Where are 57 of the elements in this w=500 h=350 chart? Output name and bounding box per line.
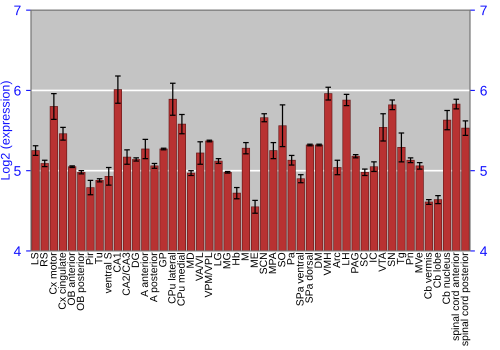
x-tick-label: MVe — [415, 252, 422, 272]
x-tick-label: SPa dorsal — [305, 253, 313, 303]
x-tick-label: SO — [278, 252, 286, 267]
x-tick-label: LG — [214, 253, 222, 266]
x-tick-label: CPu medial — [177, 253, 185, 306]
x-tick-label: OB posterior — [76, 252, 86, 310]
x-tick-label: Hb — [232, 252, 240, 265]
x-tick-label: MD — [186, 252, 194, 268]
x-tick-label: CA1 — [113, 252, 121, 272]
x-tick-label: RS — [40, 252, 48, 266]
x-tick-label: CA2/CA3 — [122, 252, 130, 296]
x-tick-label: IC — [369, 252, 377, 262]
x-tick-label: SCN — [260, 253, 268, 274]
y-tick-label: 5 — [14, 166, 21, 176]
x-tick-label: Cb vermis — [424, 252, 432, 299]
y2-tick-label: 5 — [480, 166, 487, 176]
x-tick-label: VPM/VPL — [204, 252, 212, 298]
x-tick-label: CPu lateral — [168, 253, 176, 304]
x-tick-label: spinal cord anterior — [451, 252, 462, 341]
x-tick-label: GP — [159, 252, 166, 267]
x-tick-label: DG — [132, 253, 139, 268]
y-axis-title: Log2 (expression) — [0, 81, 12, 180]
x-tick-label: Tg — [396, 253, 406, 264]
x-tick-label: ventral S — [104, 252, 112, 294]
y2-tick-label: 4 — [480, 246, 488, 256]
y2-tick-label: 7 — [480, 6, 487, 16]
x-tick-label: VA/VL — [195, 252, 203, 282]
x-tick-label: LS — [30, 252, 38, 264]
x-tick-label: A anterior — [140, 252, 148, 297]
x-tick-label: VMH — [324, 253, 331, 276]
x-tick-label: Pir — [86, 252, 94, 264]
x-tick-label: VTA — [378, 252, 386, 272]
x-tick-label: SN — [388, 253, 396, 266]
x-tick-label: Cx cingulate — [58, 252, 68, 310]
x-tick-label: spinal cord posterior — [460, 252, 470, 346]
x-tick-label: Tu — [95, 253, 102, 264]
x-tick-label: Cb nucleus — [442, 252, 450, 304]
x-tick-label: LH — [342, 253, 350, 265]
x-tick-label: Pa — [287, 252, 294, 264]
x-tick-label: MPA — [268, 252, 276, 274]
x-tick-label: PAG — [351, 253, 358, 273]
x-tick-label: SC — [360, 252, 368, 266]
x-tick-label: Cx motor — [49, 252, 57, 294]
x-tick-label: ME — [250, 252, 258, 268]
x-tick-label: A posterior — [150, 252, 160, 302]
y2-tick-label: 6 — [480, 86, 487, 96]
y-tick-label: 7 — [14, 6, 21, 16]
x-tick-label: DM — [314, 253, 322, 268]
x-tick-label: SPa ventral — [296, 253, 304, 306]
x-tick-label: M — [241, 253, 249, 260]
y-tick-label: 4 — [14, 246, 21, 256]
x-tick-label: Arc — [332, 252, 340, 268]
y-tick-label: 6 — [14, 86, 21, 96]
x-tick-label: Pn — [406, 253, 414, 264]
x-tick-label: Cb lobe — [433, 252, 441, 288]
x-tick-label: OB anterior — [67, 252, 75, 306]
x-tick-label: MG — [223, 253, 230, 268]
